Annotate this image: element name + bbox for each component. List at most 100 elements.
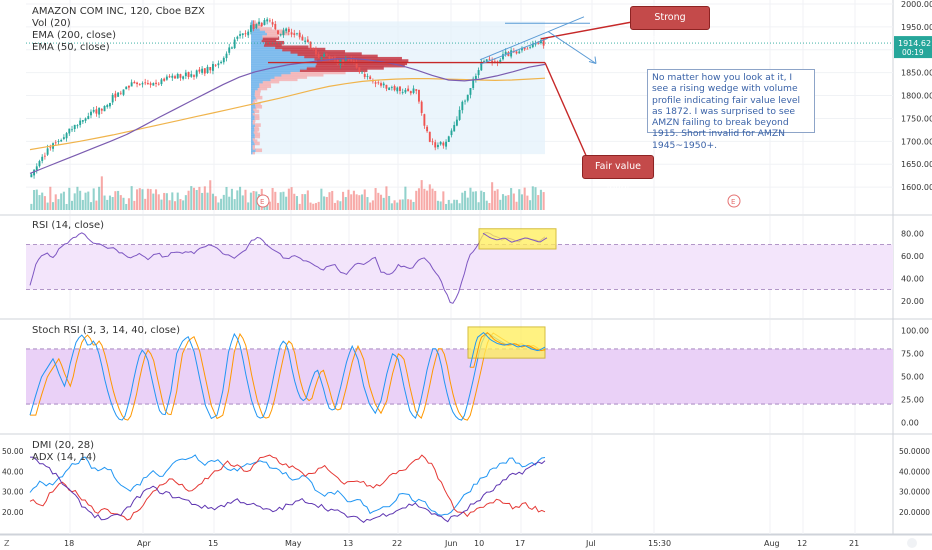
price-tick-label: 1850.00 [901, 69, 932, 78]
candle-body [418, 89, 420, 102]
candle-body [464, 100, 466, 102]
volume-bar [220, 198, 223, 210]
volume-bar [228, 196, 231, 210]
rsi-tick-label: 80.00 [901, 229, 924, 238]
volume-profile-bar-up [251, 70, 291, 75]
rsi-band [26, 244, 893, 290]
candle-body [81, 120, 84, 122]
volume-bar [474, 191, 477, 210]
stoch-d-line [30, 332, 546, 421]
volume-profile-bar-up [251, 111, 253, 116]
volume-profile-bar-up [251, 31, 267, 36]
candle-body [146, 83, 149, 85]
volume-bar [398, 199, 402, 210]
volume-bar [209, 180, 212, 210]
volume-profile-bar-up [251, 132, 255, 137]
volume-profile-bar-up [251, 34, 263, 38]
volume-profile-bar-up [251, 52, 298, 56]
zoom-reset-icon: Z [4, 539, 10, 548]
volume-profile-bar-up [251, 45, 276, 50]
candle-body [458, 109, 461, 120]
volume-bar [379, 194, 383, 210]
candle-body [388, 87, 391, 91]
volume-bar [241, 195, 244, 210]
volume-profile-bar-down [252, 143, 255, 148]
price-tick-label: 1700.00 [901, 137, 932, 146]
volume-bar [510, 188, 513, 210]
price-tick-label: 1800.00 [901, 92, 932, 101]
volume-profile-bar-up [251, 107, 254, 111]
volume-profile-bar-up [251, 38, 262, 43]
volume-bar [306, 190, 309, 210]
rsi-legend: RSI (14, close) [32, 220, 105, 231]
candle-body [198, 69, 201, 72]
candle-body [90, 111, 92, 116]
adx-legend: ADX (14, 14) [32, 452, 97, 463]
volume-bar [119, 195, 122, 210]
candle-body [439, 141, 442, 145]
volume-profile-bar-down [290, 70, 346, 75]
volume-bar [455, 199, 458, 210]
volume-bar [388, 195, 391, 210]
candle-body [149, 83, 152, 85]
dmi-right-tick-label: 20.0000 [899, 508, 930, 517]
volume-bar [54, 194, 57, 210]
projection-arrow-line [547, 31, 597, 64]
volume-profile-bar-down [275, 45, 309, 50]
candle-body [428, 131, 431, 142]
volume-profile-bar-down [254, 114, 260, 118]
strong-resistance-callout[interactable]: Strong Resistance [630, 6, 710, 45]
volume-bar [92, 188, 95, 210]
candle-body [407, 88, 410, 92]
candle-body [117, 92, 120, 97]
volume-bar [138, 188, 141, 210]
candle-body [111, 94, 114, 103]
volume-profile-bar-down [316, 61, 408, 66]
candle-body [203, 68, 206, 74]
candle-body [361, 72, 363, 74]
volume-profile-bar-up [251, 118, 253, 123]
volume-profile-bar-down [317, 59, 409, 63]
dmi-right-tick-label: 50.0000 [899, 447, 930, 456]
candle-body [266, 19, 269, 22]
volume-bar [195, 190, 198, 210]
volume-profile-bar-up [251, 47, 283, 52]
volume-bar [491, 182, 494, 210]
candle-body [436, 144, 439, 148]
volume-bar [323, 196, 326, 210]
stoch_rsi-tick-label: 0.00 [901, 418, 919, 427]
volume-bar [244, 189, 247, 210]
volume-bar [33, 190, 36, 210]
volume-profile-bar-up [251, 93, 255, 98]
volume-profile-bar-down [252, 137, 255, 141]
fair-value-callout[interactable]: Fair value level [582, 155, 654, 194]
symbol-legend: AMAZON COM INC, 120, Cboe BZX [32, 6, 205, 17]
volume-bar [230, 188, 233, 210]
candle-body [79, 120, 82, 126]
candle-body [182, 76, 185, 79]
volume-bar [60, 193, 63, 210]
volume-bar [496, 189, 499, 210]
volume-bar [176, 192, 179, 210]
candle-body [347, 59, 350, 60]
candle-body [277, 30, 279, 35]
volume-bar [434, 190, 437, 210]
volume-profile-bar-up [251, 125, 255, 130]
analysis-note[interactable]: No matter how you look at it, I see a ri… [647, 69, 815, 151]
candle-body [130, 82, 133, 87]
volume-profile-bar-up [251, 139, 254, 143]
volume-bar [361, 194, 364, 210]
volume-bar [68, 187, 71, 210]
volume-profile-bar-down [265, 29, 285, 34]
volume-profile-bar-up [251, 29, 266, 34]
volume-bar [84, 192, 87, 210]
volume-bar [114, 191, 117, 210]
candle-body [187, 72, 190, 78]
volume-bar [504, 195, 507, 210]
volume-profile-bar-up [251, 56, 315, 61]
candle-body [285, 28, 288, 32]
volume-profile-bar-up [251, 68, 300, 72]
volume-bar [222, 194, 225, 210]
candle-body [453, 125, 456, 132]
